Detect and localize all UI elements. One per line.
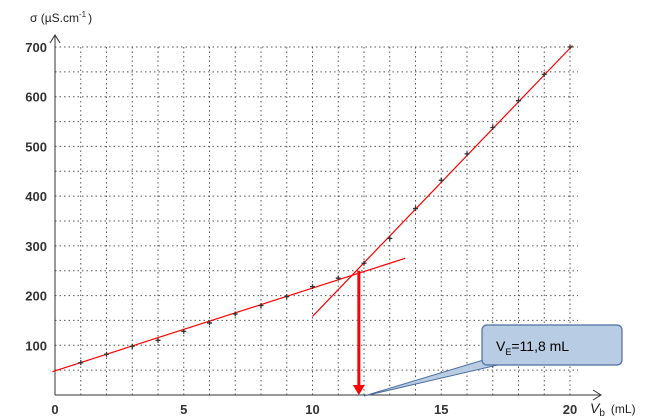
data-point: [490, 125, 496, 131]
data-point: [464, 151, 470, 157]
y-tick-label: 600: [25, 90, 47, 105]
x-axis-label-sub: b: [599, 408, 605, 418]
data-point: [78, 360, 84, 366]
data-point: [361, 260, 367, 266]
data-point: [413, 206, 418, 212]
callout-label: VE=11,8 mL: [496, 338, 569, 357]
data-point: [155, 337, 161, 343]
y-tick-label: 400: [25, 189, 47, 204]
y-tick-label: 100: [25, 338, 47, 353]
data-point: [129, 343, 135, 349]
y-axis-arrowhead: [49, 34, 61, 44]
callout-label-main: V: [496, 338, 506, 354]
x-tick-label: 5: [180, 402, 187, 417]
data-point: [258, 303, 264, 309]
data-point: [335, 275, 341, 281]
equivalence-callout: VE=11,8 mL: [363, 324, 623, 397]
tick-labels: 0 5 10 15 20 100 200 300 400 500 600 700: [25, 40, 577, 417]
x-tick-label: 0: [51, 402, 58, 417]
data-point: [310, 284, 315, 290]
data-point: [438, 177, 444, 183]
grid: [55, 46, 578, 395]
x-axis-label-main: V: [590, 400, 601, 416]
y-axis-label-close: ): [88, 11, 92, 25]
data-point: [541, 71, 547, 77]
data-point: [181, 328, 187, 334]
data-point: [232, 311, 238, 317]
y-axis-label-main: σ (µS.cm: [30, 11, 79, 25]
data-point: [516, 98, 521, 104]
data-point: [284, 294, 290, 300]
equivalence-arrow-head: [352, 385, 365, 395]
data-points: [78, 44, 573, 366]
x-axis-arrowhead: [592, 389, 602, 401]
x-axis-label: Vb (mL): [590, 400, 636, 418]
data-point: [104, 351, 109, 357]
x-tick-label: 15: [434, 402, 448, 417]
x-tick-label: 10: [305, 402, 319, 417]
callout-label-sub: E: [505, 347, 511, 357]
axes: [49, 34, 602, 401]
y-axis-label: σ (µS.cm-1): [30, 10, 92, 25]
data-point: [207, 320, 212, 326]
data-point: [567, 44, 573, 50]
fit-lines: [52, 45, 574, 373]
fit-line: [312, 45, 574, 317]
y-tick-label: 500: [25, 139, 47, 154]
y-tick-label: 300: [25, 239, 47, 254]
y-tick-label: 200: [25, 289, 47, 304]
callout-box: [481, 324, 623, 366]
annotations: [352, 270, 365, 395]
x-tick-label: 20: [563, 402, 577, 417]
y-tick-label: 700: [25, 40, 47, 55]
callout-label-value: =11,8 mL: [511, 338, 569, 354]
x-axis-label-unit: (mL): [611, 402, 636, 416]
y-axis-label-sup: -1: [79, 10, 87, 19]
data-point: [387, 235, 393, 241]
fit-line: [52, 257, 406, 373]
